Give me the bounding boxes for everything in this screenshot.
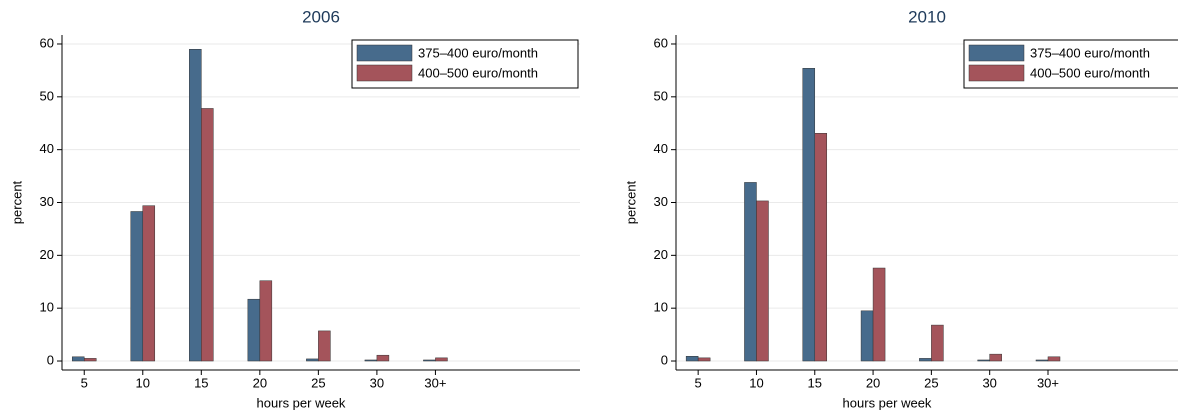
bar [756,200,769,362]
y-tick-label: 30 [40,194,54,209]
x-tick-label: 30+ [1037,375,1059,390]
y-axis-label: percent [623,180,638,224]
bar [318,330,331,362]
bar [931,324,944,362]
y-axis-label: percent [9,180,24,224]
x-tick-label: 30+ [424,375,446,390]
x-tick-label: 5 [81,375,88,390]
legend-label: 375–400 euro/month [418,45,538,60]
bar [364,359,378,362]
bar [802,68,816,362]
bar [376,354,390,362]
x-tick-label: 25 [924,375,938,390]
y-tick-label: 50 [654,88,668,103]
y-tick-label: 60 [654,35,668,50]
bar [435,357,448,362]
x-axis-label: hours per week [257,395,346,410]
x-tick-label: 15 [808,375,822,390]
y-tick-label: 0 [661,352,668,367]
bar [919,358,932,362]
chart-title: 2010 [908,7,946,26]
bar [201,108,214,362]
bar [71,356,85,362]
chart-panel: 2006 0 10 20 30 40 50 60 5 10 15 20 25 30 30+ hours per… [9,7,580,410]
y-tick-label: 0 [47,352,54,367]
bar [860,310,874,362]
bar [744,182,757,362]
bar [685,356,699,362]
chart-panel: 2010 0 10 20 30 40 50 60 5 10 15 20 25 30 30+ hours per… [623,7,1178,410]
legend-swatch [356,44,413,62]
y-tick-label: 50 [40,88,54,103]
bar [989,353,1002,362]
y-tick-label: 20 [40,247,54,262]
x-tick-label: 30 [982,375,996,390]
x-tick-label: 10 [136,375,150,390]
y-tick-label: 60 [40,35,54,50]
bar [1035,359,1049,362]
x-tick-label: 20 [866,375,880,390]
y-tick-label: 10 [40,300,54,315]
y-tick-label: 30 [654,194,668,209]
x-axis-label: hours per week [843,395,932,410]
legend-label: 400–500 euro/month [418,65,538,80]
bar [1047,356,1061,362]
y-tick-label: 20 [654,247,668,262]
x-tick-label: 5 [695,375,702,390]
chart-title: 2006 [302,7,340,26]
bar [247,298,261,362]
x-tick-label: 15 [194,375,208,390]
legend-label: 375–400 euro/month [1030,45,1150,60]
bar [814,133,828,362]
x-tick-label: 30 [370,375,384,390]
x-tick-label: 25 [311,375,325,390]
legend-label: 400–500 euro/month [1030,65,1150,80]
bar [83,358,97,362]
bar [306,358,319,362]
x-tick-label: 10 [749,375,763,390]
bar [189,49,202,362]
bar [423,359,436,362]
bar [872,267,886,362]
bar [130,211,144,362]
y-tick-label: 10 [654,300,668,315]
legend-swatch [968,44,1025,62]
bar [142,205,156,362]
bar [697,357,711,362]
y-tick-label: 40 [40,141,54,156]
bar [977,359,990,362]
legend-swatch [356,64,413,82]
y-tick-label: 40 [654,141,668,156]
bar [259,280,273,362]
legend-swatch [968,64,1025,82]
x-tick-label: 20 [253,375,267,390]
